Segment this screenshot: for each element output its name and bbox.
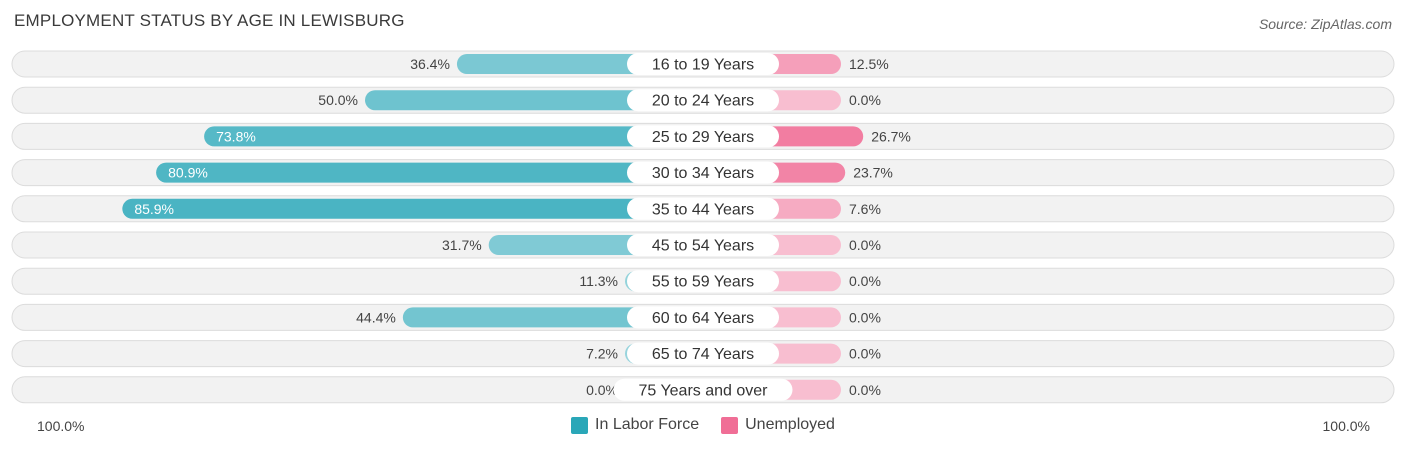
category-pill — [627, 342, 779, 365]
value-label-labor-force: 80.9% — [168, 165, 208, 181]
category-pill — [627, 89, 779, 112]
category-pill — [613, 378, 793, 401]
legend-swatch-labor-force — [571, 416, 589, 434]
category-pill — [627, 306, 779, 329]
category-pill — [627, 197, 779, 220]
category-label: 55 to 59 Years — [652, 274, 754, 291]
axis-right-label: 100.0% — [1322, 418, 1370, 434]
value-label-labor-force: 44.4% — [356, 309, 396, 325]
legend-label-unemployed: Unemployed — [745, 416, 835, 433]
category-label: 45 to 54 Years — [652, 238, 754, 255]
bar-labor-force — [402, 307, 703, 328]
bar-labor-force — [365, 90, 703, 111]
value-label-labor-force: 11.3% — [579, 273, 618, 289]
category-pill — [627, 53, 779, 75]
chart-title: EMPLOYMENT STATUS BY AGE IN LEWISBURG — [14, 11, 405, 30]
category-label: 25 to 29 Years — [652, 129, 754, 146]
value-label-labor-force: 36.4% — [410, 56, 450, 72]
bar-labor-force — [204, 126, 703, 147]
value-label-unemployed: 26.7% — [871, 128, 911, 144]
value-label-labor-force: 7.2% — [586, 346, 618, 362]
value-label-unemployed: 0.0% — [849, 237, 881, 253]
value-label-unemployed: 0.0% — [849, 92, 881, 108]
value-label-unemployed: 7.6% — [849, 201, 881, 217]
bar-labor-force — [156, 162, 704, 183]
category-pill — [627, 234, 779, 256]
category-label: 16 to 19 Years — [652, 57, 754, 74]
value-label-unemployed: 0.0% — [849, 382, 881, 398]
bar-labor-force — [122, 198, 704, 219]
value-label-unemployed: 12.5% — [849, 56, 889, 72]
chart: 36.4% 12.5% 16 to 19 Years 50.0% 0.0% 20 to 2… — [11, 50, 1395, 404]
value-label-unemployed: 23.7% — [853, 165, 893, 181]
category-pill — [627, 161, 779, 184]
value-label-labor-force: 31.7% — [442, 237, 482, 253]
legend-label-labor-force: In Labor Force — [595, 416, 700, 433]
category-label: 75 Years and over — [639, 382, 769, 399]
category-pill — [627, 125, 779, 148]
value-label-labor-force: 85.9% — [134, 201, 174, 217]
category-label: 65 to 74 Years — [652, 346, 754, 363]
value-label-labor-force: 73.8% — [216, 128, 256, 144]
category-label: 20 to 24 Years — [652, 93, 754, 110]
value-label-unemployed: 0.0% — [849, 273, 881, 289]
value-label-labor-force: 50.0% — [318, 92, 358, 108]
legend-item-unemployed[interactable]: Unemployed — [721, 416, 835, 434]
value-label-unemployed: 0.0% — [849, 346, 881, 362]
category-label: 35 to 44 Years — [652, 201, 754, 218]
axis-left-label: 100.0% — [37, 418, 85, 434]
category-label: 60 to 64 Years — [652, 310, 754, 327]
source-label: Source: ZipAtlas.com — [1258, 16, 1392, 32]
legend: In Labor Force Unemployed — [0, 416, 1406, 434]
value-label-unemployed: 0.0% — [849, 309, 881, 325]
value-label-labor-force: 0.0% — [586, 382, 618, 398]
legend-swatch-unemployed — [721, 416, 739, 434]
category-label: 30 to 34 Years — [652, 165, 754, 182]
category-pill — [627, 270, 779, 293]
legend-item-labor-force[interactable]: In Labor Force — [571, 416, 699, 434]
